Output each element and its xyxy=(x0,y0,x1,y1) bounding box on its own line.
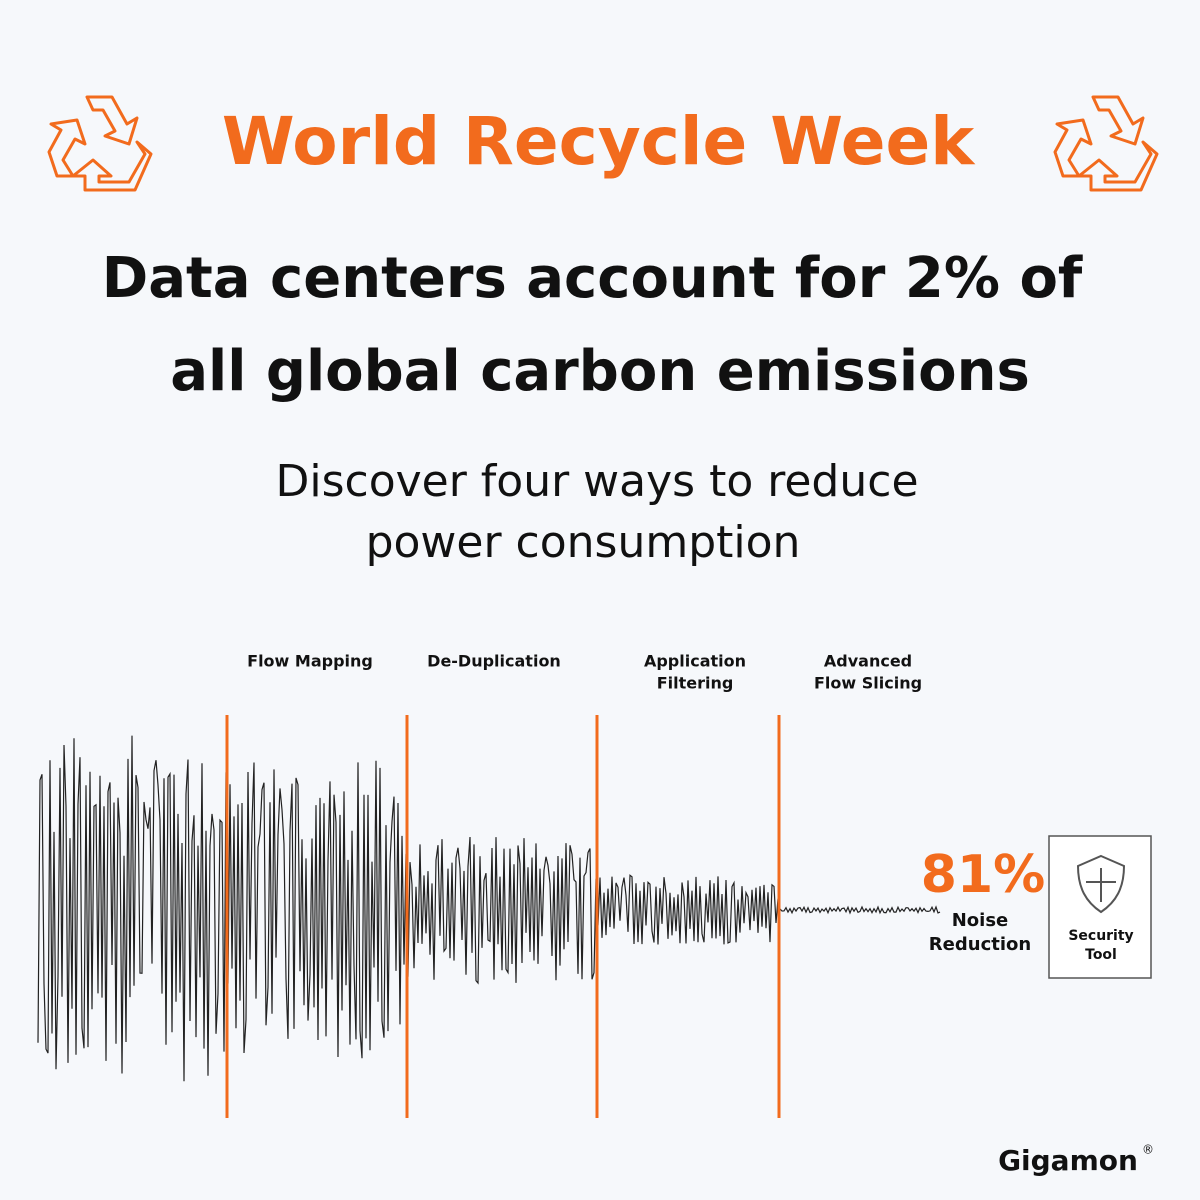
stage-label: Flow Slicing xyxy=(814,674,922,693)
tool-box xyxy=(1048,835,1152,979)
brand-name: Gigamon xyxy=(998,1144,1138,1177)
headline-line: all global carbon emissions xyxy=(170,339,1030,404)
subtitle-line: power consumption xyxy=(366,517,801,568)
result-value: 81% xyxy=(921,845,1045,905)
stage-label: Application xyxy=(644,652,746,671)
shield-cross xyxy=(1086,868,1116,902)
result-label: Reduction xyxy=(929,934,1031,955)
recycle-icon xyxy=(47,95,153,192)
waveform-group xyxy=(37,715,941,1118)
stage-label: Advanced xyxy=(824,652,912,671)
brand-mark: ® xyxy=(1142,1143,1154,1157)
shield-icon xyxy=(1076,854,1126,914)
recycle-icon xyxy=(1053,95,1159,192)
stage-label: Flow Mapping xyxy=(247,652,373,671)
stage-label: De-Duplication xyxy=(427,652,561,671)
subtitle-line: Discover four ways to reduce xyxy=(275,456,918,507)
headline-line: Data centers account for 2% of xyxy=(102,246,1083,311)
tool-label: Security xyxy=(1068,928,1133,944)
recycle-icons xyxy=(47,95,1159,192)
tool-label: Tool xyxy=(1085,947,1117,963)
stage-label: Filtering xyxy=(657,674,734,693)
waveform xyxy=(37,735,941,1082)
result-label: Noise xyxy=(952,910,1009,931)
title: World Recycle Week xyxy=(222,103,976,180)
